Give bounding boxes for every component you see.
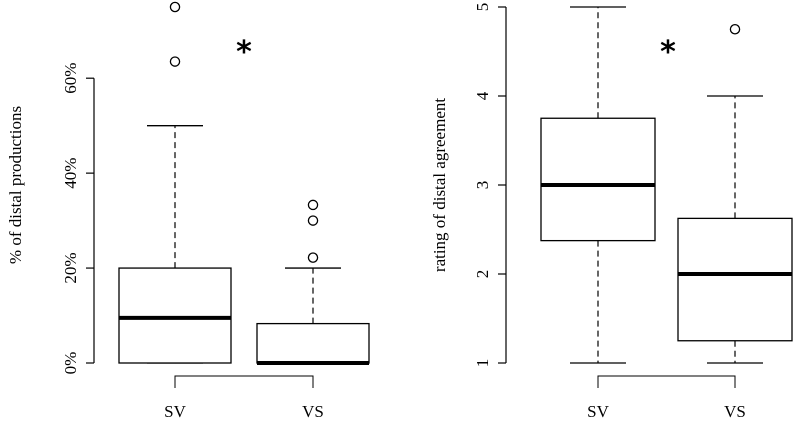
box-sv [540, 6, 656, 364]
comparison-bracket [174, 375, 314, 388]
y-tick-label: 4 [473, 91, 492, 100]
box-vs [256, 199, 370, 365]
outlier-point [307, 252, 319, 263]
significance-star: * [660, 35, 676, 70]
y-axis-label: % of distal productions [6, 106, 25, 264]
outlier-point [307, 199, 319, 211]
x-category-label: SV [587, 402, 609, 421]
y-tick-label: 60% [61, 63, 80, 94]
outlier-point [169, 1, 181, 13]
box-iqr [118, 267, 232, 364]
box-sv [118, 1, 232, 364]
x-category-label: SV [164, 402, 186, 421]
boxplot-panel-2: 1 2 3 4 5 rating of distal agreement SV VS * [430, 3, 793, 421]
comparison-bracket [597, 375, 736, 388]
y-tick-label: 20% [61, 252, 80, 283]
x-category-label: VS [302, 402, 324, 421]
box-iqr [256, 322, 370, 364]
y-tick-label: 1 [473, 359, 492, 368]
outlier-point [729, 23, 741, 35]
boxplot-panel-1: 0% 20% 40% 60% % of distal productions SV VS * [6, 1, 370, 421]
y-tick-label: 5 [473, 3, 492, 12]
box-iqr [677, 217, 793, 342]
box-vs [677, 23, 793, 364]
y-tick-label: 3 [473, 181, 492, 190]
outlier-point [169, 56, 181, 67]
significance-star: * [236, 35, 252, 70]
y-tick-label: 40% [61, 158, 80, 189]
outlier-point [307, 215, 319, 226]
box-iqr [540, 117, 656, 242]
x-category-label: VS [724, 402, 746, 421]
y-tick-label: 2 [473, 270, 492, 279]
y-tick-label: 0% [61, 352, 80, 375]
y-axis-label: rating of distal agreement [430, 98, 449, 272]
